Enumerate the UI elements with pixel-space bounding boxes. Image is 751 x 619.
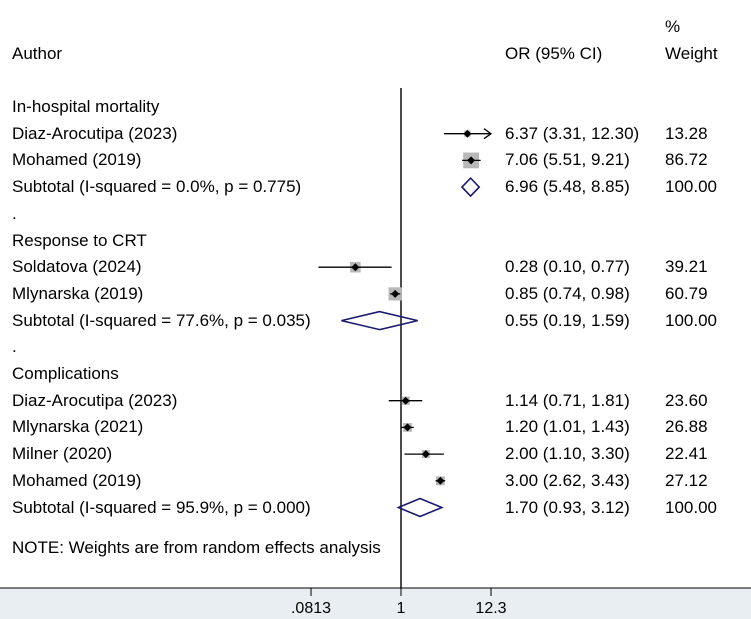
or-ci-value: 0.85 (0.74, 0.98) [505,283,630,303]
study-label: Diaz-Arocutipa (2023) [12,390,178,410]
or-ci-value: 2.00 (1.10, 3.30) [505,444,630,464]
group-heading: In-hospital mortality [12,97,160,116]
group-heading: Response to CRT [12,230,147,250]
point-estimate [351,263,360,272]
point-estimate [401,396,410,405]
pooled-diamond [460,176,481,198]
or-ci-value: 1.14 (0.71, 1.81) [505,390,630,410]
subtotal-label: Subtotal (I-squared = 95.9%, p = 0.000) [12,497,311,517]
ci-arrow [483,128,493,140]
point-estimate [403,423,412,432]
spacer-dot: . [12,337,17,357]
x-tick-label: 1 [397,600,406,617]
subtotal-label: Subtotal (I-squared = 77.6%, p = 0.035) [12,310,311,330]
weight-value: 23.60 [665,390,708,410]
weight-value: 39.21 [665,257,708,277]
study-label: Milner (2020) [12,444,113,464]
subtotal-label: Subtotal (I-squared = 0.0%, p = 0.775) [12,177,302,197]
spacer-dot: . [12,203,17,223]
study-label: Mohamed (2019) [12,150,142,170]
point-estimate [391,289,400,298]
or-ci-value: 1.70 (0.93, 3.12) [505,497,630,517]
point-estimate [436,476,445,485]
or-ci-value: 3.00 (2.62, 3.43) [505,470,630,490]
study-label: Diaz-Arocutipa (2023) [12,123,178,143]
point-estimate [467,156,476,165]
axis-band [0,588,751,619]
x-tick-label: 12.3 [475,600,506,617]
author-header: Author [12,44,63,63]
weight-value: 13.28 [665,123,708,143]
study-label: Mlynarska (2021) [12,417,144,437]
note-text: NOTE: Weights are from random effects an… [12,538,381,557]
weight-value: 22.41 [665,444,708,464]
weight-value: 86.72 [665,150,708,170]
point-estimate [463,129,472,138]
group-heading: Complications [12,364,119,383]
or-ci-header: OR (95% CI) [505,44,603,63]
or-ci-value: 1.20 (1.01, 1.43) [505,417,630,437]
weight-value: 100.00 [665,310,717,330]
weight-value: 26.88 [665,417,708,437]
weight-value: 100.00 [665,177,717,197]
or-ci-value: 6.37 (3.31, 12.30) [505,123,640,143]
or-ci-value: 0.28 (0.10, 0.77) [505,257,630,277]
or-ci-value: 7.06 (5.51, 9.21) [505,150,630,170]
weight-value: 27.12 [665,470,708,490]
weight-header-percent: % [665,17,681,36]
point-estimate [421,450,430,459]
weight-header: Weight [665,44,718,63]
study-label: Mlynarska (2019) [12,283,144,303]
weight-value: 60.79 [665,283,708,303]
x-tick-label: .0813 [291,600,331,617]
or-ci-value: 6.96 (5.48, 8.85) [505,177,630,197]
study-label: Soldatova (2024) [12,257,142,277]
study-label: Mohamed (2019) [12,470,142,490]
pooled-diamond [396,497,444,518]
weight-value: 100.00 [665,497,717,517]
pooled-diamond [341,310,418,331]
or-ci-value: 0.55 (0.19, 1.59) [505,310,630,330]
